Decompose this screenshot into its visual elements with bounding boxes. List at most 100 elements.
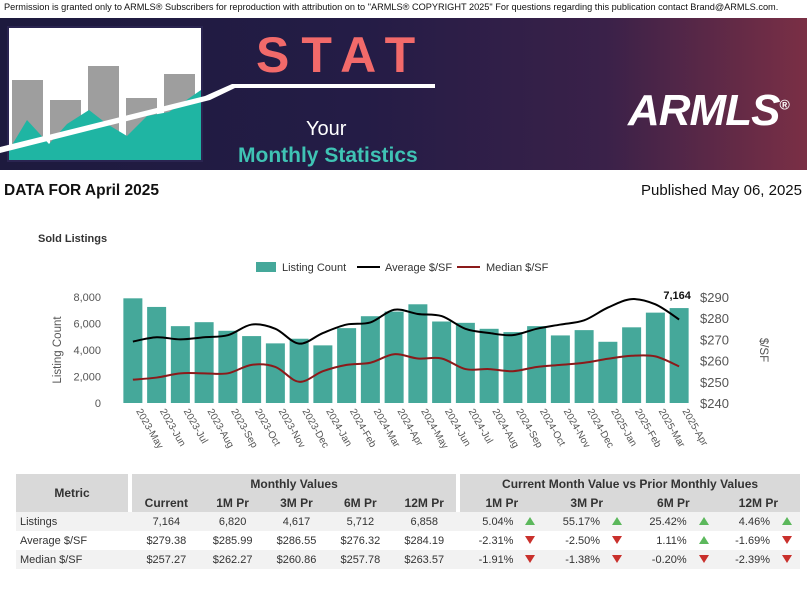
value-current: $257.27 [132, 550, 201, 569]
down-arrow-icon [604, 531, 631, 550]
col-12m-prior: 12M Pr [392, 493, 457, 512]
value-m12: $263.57 [392, 550, 457, 569]
y-tick-left: 6,000 [73, 319, 101, 331]
value-current: 7,164 [132, 512, 201, 531]
bar-listing-count [645, 312, 665, 403]
data-for-label: DATA FOR April 2025 [4, 182, 160, 199]
sold-listings-chart: Listing Count Average $/SF Median $/SF 0 2,0… [52, 262, 769, 451]
value-m1: $285.99 [200, 531, 265, 550]
change-c3: 55.17% [543, 512, 605, 531]
down-arrow-icon [690, 550, 717, 569]
table-row: Average $/SF $279.38 $285.99 $286.55 $276.32… [16, 531, 800, 550]
permission-notice: Permission is granted only to ARMLS® Sub… [4, 2, 779, 12]
value-m3: 4,617 [264, 512, 329, 531]
y-axis-label-left: Listing Count [52, 316, 64, 384]
down-arrow-icon [517, 550, 544, 569]
up-arrow-icon [690, 531, 717, 550]
y-tick-right: $280 [700, 311, 729, 326]
value-m3: $260.86 [264, 550, 329, 569]
change-c1: -1.91% [460, 550, 518, 569]
bar-listing-count [194, 322, 214, 403]
bar-listing-count [218, 330, 238, 403]
change-c6: 25.42% [630, 512, 691, 531]
col-change-3m: 3M Pr [543, 493, 631, 512]
bar-listing-count [313, 345, 333, 403]
bar-listing-count [527, 326, 547, 403]
up-arrow-icon [774, 512, 800, 531]
change-c3: -2.50% [543, 531, 605, 550]
bar-listing-count [550, 335, 570, 403]
bar-listing-count [503, 332, 523, 403]
col-change-12m: 12M Pr [716, 493, 800, 512]
change-c12: 4.46% [716, 512, 774, 531]
col-change-1m: 1M Pr [460, 493, 544, 512]
change-c1: 5.04% [460, 512, 518, 531]
bar-listing-count [242, 336, 262, 403]
legend-label-average: Average $/SF [385, 262, 452, 274]
change-c12: -1.69% [716, 531, 774, 550]
y-tick-right: $250 [700, 375, 729, 390]
down-arrow-icon [774, 550, 800, 569]
bar-listing-count [123, 298, 143, 403]
value-m6: 5,712 [328, 512, 393, 531]
change-c1: -2.31% [460, 531, 518, 550]
banner-monthly-statistics: Monthly Statistics [238, 144, 418, 167]
last-value-label: 7,164 [663, 290, 691, 302]
value-current: $279.38 [132, 531, 201, 550]
col-1m-prior: 1M Pr [200, 493, 265, 512]
value-m12: 6,858 [392, 512, 457, 531]
bar-listing-count [147, 306, 167, 403]
y-tick-right: $270 [700, 332, 729, 347]
value-m6: $276.32 [328, 531, 393, 550]
row-label: Median $/SF [16, 550, 128, 569]
chart-title: Sold Listings [38, 233, 108, 245]
up-arrow-icon [517, 512, 544, 531]
value-m3: $286.55 [264, 531, 329, 550]
bar-listing-count [669, 308, 689, 403]
armls-logo-reg: ® [779, 96, 789, 113]
bar-listing-count [598, 341, 618, 403]
line-average-psf [132, 298, 680, 345]
value-m1: 6,820 [200, 512, 265, 531]
value-m1: $262.27 [200, 550, 265, 569]
y-tick-right: $240 [700, 396, 729, 411]
armls-logo-text: ARMLS [628, 86, 780, 135]
bar-listing-count [384, 311, 404, 403]
line-median-psf [132, 353, 680, 383]
value-m6: $257.78 [328, 550, 393, 569]
change-c6: -0.20% [630, 550, 691, 569]
y-tick-left: 0 [95, 398, 101, 410]
y-tick-left: 8,000 [73, 292, 101, 304]
table-row: Listings 7,164 6,820 4,617 5,712 6,858 5.04% 55… [16, 512, 800, 531]
y-axis-label-right: $/SF [757, 338, 769, 362]
bar-listing-count [289, 338, 309, 403]
legend-swatch-listing-count [256, 262, 276, 272]
y-tick-left: 2,000 [73, 372, 101, 384]
table-row: Median $/SF $257.27 $262.27 $260.86 $257.78 $… [16, 550, 800, 569]
bar-listing-count [432, 321, 452, 403]
col-6m-prior: 6M Pr [328, 493, 393, 512]
y-tick-right: $260 [700, 354, 729, 369]
down-arrow-icon [774, 531, 800, 550]
down-arrow-icon [517, 531, 544, 550]
published-date: Published May 06, 2025 [641, 182, 802, 199]
row-label: Average $/SF [16, 531, 128, 550]
down-arrow-icon [604, 550, 631, 569]
bar-listing-count [265, 343, 285, 403]
up-arrow-icon [604, 512, 631, 531]
bar-listing-count [455, 322, 475, 403]
y-tick-right: $290 [700, 290, 729, 305]
col-3m-prior: 3M Pr [264, 493, 329, 512]
bar-listing-count [408, 304, 428, 403]
bar-listing-count [479, 328, 499, 403]
col-change-6m: 6M Pr [630, 493, 717, 512]
legend-label-listing-count: Listing Count [282, 262, 346, 274]
change-c12: -2.39% [716, 550, 774, 569]
bar-listing-count [574, 330, 594, 403]
up-arrow-icon [690, 512, 717, 531]
bar-listing-count [622, 327, 642, 403]
stat-banner: STAT Your Monthly Statistics ARMLS® [0, 18, 807, 170]
metrics-table: Metric Monthly Values Current Month Valu… [16, 474, 800, 569]
metric-header: Metric [16, 474, 128, 512]
y-tick-left: 4,000 [73, 345, 101, 357]
